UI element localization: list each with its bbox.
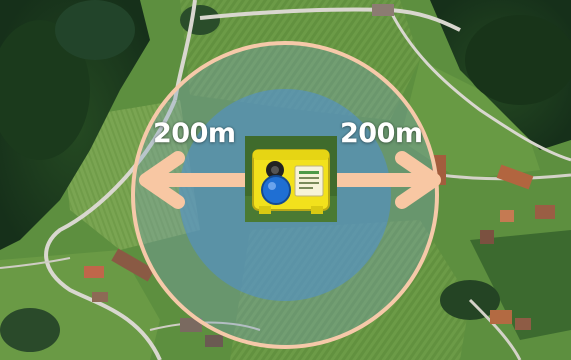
range-label-right: 200m [340, 118, 423, 149]
road [44, 99, 177, 360]
arrow-right-icon [328, 151, 441, 209]
building [496, 164, 534, 190]
tree-cluster [0, 308, 60, 352]
building [205, 335, 223, 347]
gateway-device-icon [245, 136, 337, 222]
road [199, 7, 461, 32]
field [470, 230, 571, 340]
building [372, 4, 394, 16]
road [0, 257, 71, 269]
building [84, 266, 104, 278]
field [180, 0, 420, 120]
building [535, 205, 555, 219]
building [92, 292, 108, 302]
road [388, 9, 571, 162]
forest [55, 0, 135, 60]
field [400, 60, 540, 180]
building [500, 210, 514, 222]
building [180, 318, 202, 332]
forest [465, 15, 571, 105]
road [149, 321, 261, 331]
arrow-left-icon [139, 151, 257, 209]
building [111, 248, 155, 282]
forest [0, 20, 90, 160]
building [480, 230, 494, 244]
building [515, 318, 531, 330]
road [468, 298, 522, 360]
tree-cluster [180, 5, 220, 35]
building [490, 310, 512, 324]
range-label-left: 200m [153, 118, 236, 149]
